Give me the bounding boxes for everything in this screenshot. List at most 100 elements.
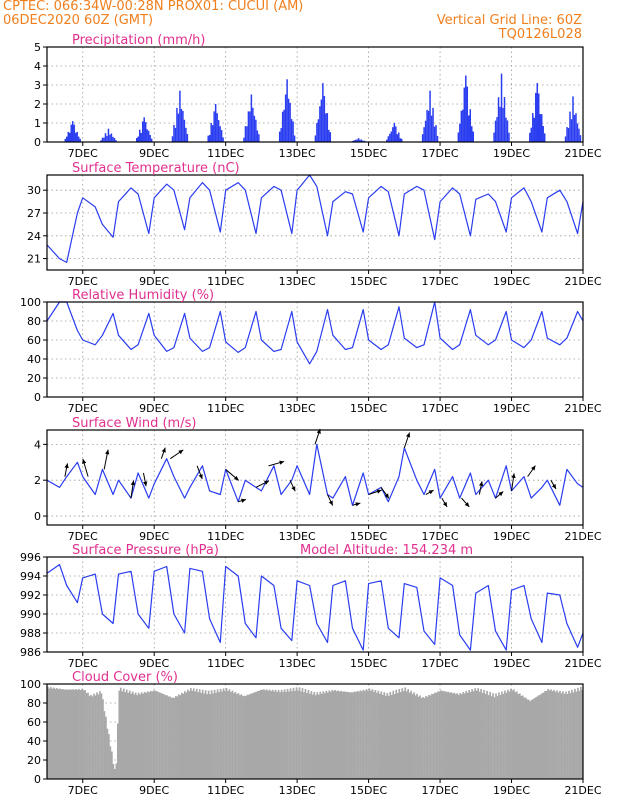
cloud-cover-bar: [66, 689, 69, 779]
cloud-cover-bar: [288, 691, 290, 779]
y-tick-label: 100: [20, 678, 41, 691]
cloud-cover-bar: [353, 691, 356, 779]
cloud-cover-bar: [125, 689, 128, 779]
cloud-cover-bar: [218, 692, 220, 779]
cloud-cover-bar: [451, 693, 454, 779]
cloud-cover-bar: [539, 694, 542, 779]
y-tick-label: 0: [34, 773, 41, 786]
precipitation-bar: [423, 127, 425, 142]
cloud-cover-bar: [137, 692, 140, 779]
precipitation-bar: [426, 109, 428, 142]
cloud-cover-bar: [151, 691, 153, 779]
wind-vector-head: [161, 447, 166, 453]
cloud-cover-bar: [526, 699, 529, 779]
precipitation-bar: [207, 135, 209, 142]
precipitation-bar: [472, 131, 474, 142]
cloud-cover-bar: [548, 690, 551, 779]
x-tick-label: 11DEC: [207, 784, 244, 797]
precipitation-bar: [182, 110, 184, 142]
precipitation-bar: [213, 111, 215, 142]
precipitation-bar: [258, 134, 260, 142]
precipitation-bar: [186, 133, 189, 142]
cloud-cover-bar: [215, 692, 217, 779]
cloud-cover-bar: [295, 687, 298, 779]
cloud-cover-bar: [562, 691, 564, 779]
cloud-cover-bar: [556, 690, 558, 779]
cloud-cover-bar: [157, 691, 159, 779]
cloud-cover-bar: [404, 687, 407, 779]
cloud-cover-bar: [283, 689, 286, 779]
cloud-cover-bar: [186, 689, 189, 779]
x-tick-label: 9DEC: [139, 530, 169, 543]
cloud-cover-bar: [413, 692, 415, 779]
y-tick-label: 1: [34, 117, 41, 130]
cloud-cover-bar: [317, 694, 320, 779]
precipitation-bar: [109, 134, 111, 142]
cloud-cover-bar: [181, 692, 183, 779]
precipitation-bar: [250, 94, 253, 142]
cloud-cover-bar: [79, 690, 82, 779]
precipitation-bar: [179, 90, 181, 142]
cloud-cover-bar: [236, 694, 238, 779]
x-tick-label: 21DEC: [564, 530, 601, 543]
cloud-cover-bar: [185, 692, 188, 779]
cloud-cover-bar: [197, 692, 200, 779]
precipitation-bar: [140, 132, 142, 142]
cloud-cover-bar: [396, 693, 399, 779]
cloud-cover-bar: [48, 688, 51, 779]
x-tick-label: 7DEC: [68, 147, 98, 160]
panel-title: Relative Humidity (%): [72, 288, 214, 303]
y-tick-label: 60: [27, 334, 41, 347]
cloud-cover-bar: [309, 693, 311, 779]
x-tick-label: 7DEC: [68, 530, 98, 543]
cloud-cover-bar: [119, 687, 122, 779]
cloud-cover-bar: [379, 693, 381, 779]
cloud-cover-bar: [446, 691, 448, 779]
cloud-cover-bar: [90, 694, 92, 779]
precipitation-bar: [494, 120, 497, 142]
y-tick-label: 100: [20, 296, 41, 309]
cloud-cover-bar: [328, 690, 331, 779]
cloud-cover-bar: [335, 691, 338, 779]
cloud-cover-bar: [213, 689, 216, 779]
cloud-cover-bar: [401, 688, 404, 779]
precipitation-bar: [284, 94, 287, 142]
cloud-cover-bar: [557, 692, 560, 779]
cloud-cover-bar: [240, 694, 243, 779]
precipitation-bar: [292, 121, 294, 142]
precipitation-bar: [543, 133, 546, 142]
panel-title: Surface Wind (m/s): [72, 416, 196, 431]
cloud-cover-bar: [499, 695, 502, 779]
x-tick-label: 9DEC: [139, 784, 169, 797]
cloud-cover-bar: [565, 691, 567, 779]
cloud-cover-bar: [114, 768, 116, 779]
precipitation-bar: [329, 132, 332, 142]
precipitation-bar: [216, 113, 218, 142]
wind-vector-head: [498, 491, 504, 497]
panel-1: 0 1 2 3 4 5 7DEC 9DEC 11DEC 13DEC 15DEC 17DEC 19DEC 2…: [34, 33, 602, 160]
cloud-cover-bar: [475, 690, 478, 779]
cloud-cover-bar: [111, 751, 113, 779]
cloud-cover-bar: [490, 696, 493, 779]
cloud-cover-bar: [341, 691, 344, 779]
series-line: [46, 174, 584, 263]
x-tick-label: 7DEC: [68, 402, 98, 415]
cloud-cover-bar: [414, 695, 417, 779]
precipitation-bar: [115, 140, 117, 142]
cloud-cover-bar: [239, 695, 241, 779]
precipitation-bar: [396, 134, 399, 142]
cloud-cover-bar: [182, 693, 185, 779]
panel-3: 0 20 40 60 80 100 7DEC 9DEC 11DEC 13DEC 15DEC 17DEC…: [20, 288, 602, 415]
cloud-cover-bar: [367, 690, 369, 779]
precipitation-bar: [460, 110, 463, 142]
cloud-cover-bar: [544, 691, 546, 779]
cloud-cover-bar: [116, 723, 119, 779]
cloud-cover-bar: [524, 697, 527, 779]
precipitation-bar: [314, 135, 317, 142]
precipitation-bar: [325, 113, 327, 142]
cloud-cover-bar: [326, 692, 329, 779]
cloud-cover-bar: [167, 696, 170, 779]
cloud-cover-bar: [224, 690, 226, 779]
cloud-cover-bar: [259, 689, 262, 779]
cloud-cover-bar: [432, 694, 435, 779]
